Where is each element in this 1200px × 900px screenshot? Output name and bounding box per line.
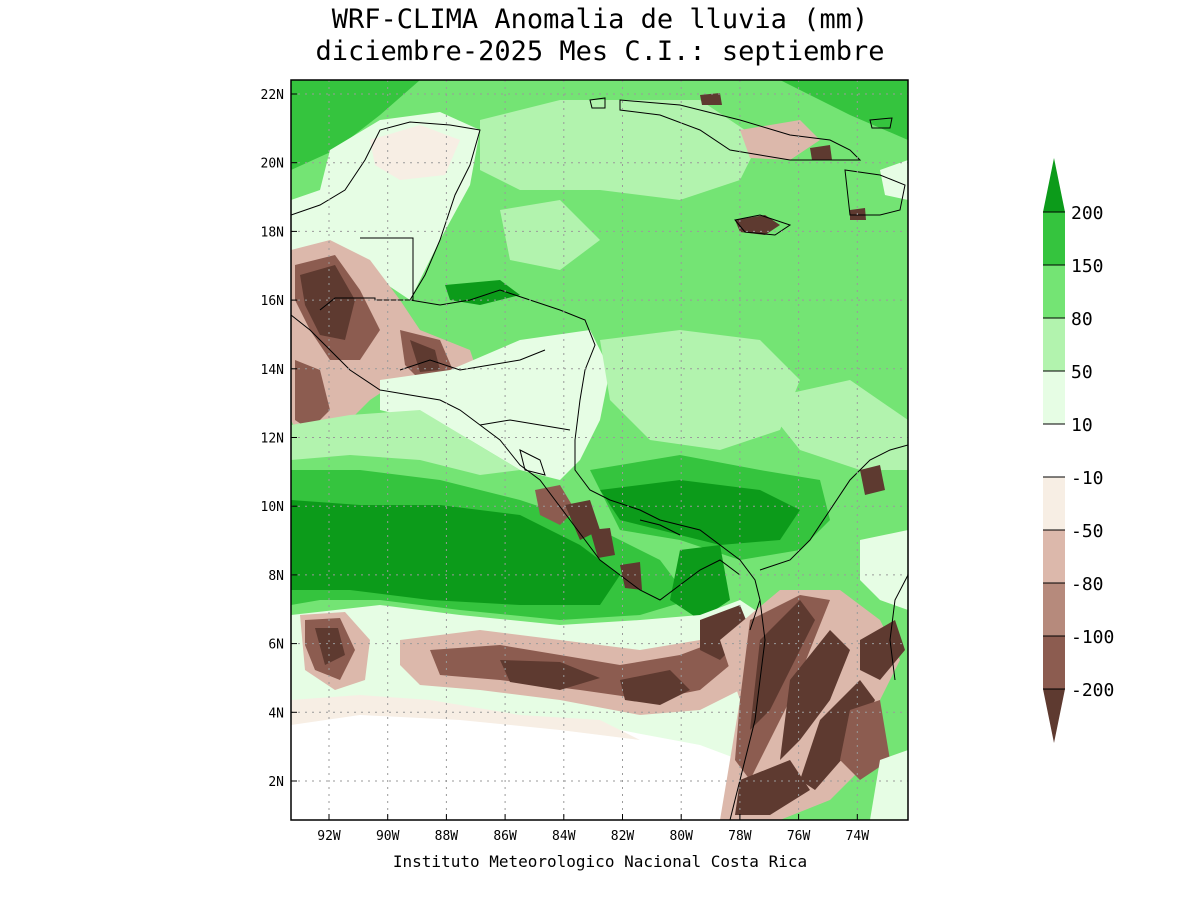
- latitude-axis: 22N 20N 18N 16N 14N 12N 10N 8N 6N 4N 2N: [261, 88, 297, 790]
- gridlines: [291, 80, 908, 820]
- lon-tick-label: 90W: [376, 829, 400, 844]
- lon-tick-label: 86W: [493, 829, 517, 844]
- longitude-axis: 92W 90W 88W 86W 84W 82W 80W 78W 76W 74W: [317, 814, 869, 844]
- colorbar-label: -10: [1071, 468, 1104, 489]
- colorbar-label: 200: [1071, 203, 1104, 224]
- colorbar-label: 80: [1071, 309, 1093, 330]
- lon-tick-label: 80W: [669, 829, 693, 844]
- lat-tick-label: 16N: [261, 294, 284, 309]
- colorbar-label: 50: [1071, 362, 1093, 383]
- lon-tick-label: 92W: [317, 829, 341, 844]
- colorbar-label: -100: [1071, 627, 1114, 648]
- lat-tick-label: 14N: [261, 363, 284, 378]
- coastlines: [291, 97, 908, 820]
- map-frame: [290, 79, 909, 821]
- lon-tick-label: 76W: [787, 829, 811, 844]
- colorbar-label: -80: [1071, 574, 1104, 595]
- colorbar-segment: [1043, 636, 1065, 689]
- map-subtitle: diciembre-2025 Mes C.I.: septiembre: [315, 36, 885, 67]
- lon-tick-label: 82W: [611, 829, 635, 844]
- colorbar-segment: [1043, 530, 1065, 583]
- colorbar-segment: [1043, 265, 1065, 318]
- lat-tick-label: 8N: [268, 569, 284, 584]
- map-title: WRF-CLIMA Anomalia de lluvia (mm): [331, 4, 869, 35]
- lat-tick-label: 18N: [261, 225, 284, 240]
- lat-tick-label: 4N: [268, 706, 284, 721]
- colorbar-segment: [1043, 371, 1065, 424]
- lon-tick-label: 84W: [552, 829, 576, 844]
- colorbar-label: -200: [1071, 680, 1114, 701]
- lat-tick-label: 10N: [261, 500, 284, 515]
- colorbar-segment: [1043, 477, 1065, 530]
- colorbar-segment: [1043, 424, 1065, 477]
- lat-tick-label: 22N: [261, 88, 284, 103]
- credit-text: Instituto Meteorologico Nacional Costa R…: [392, 852, 808, 871]
- colorbar-label: 150: [1071, 256, 1104, 277]
- lat-tick-label: 6N: [268, 638, 284, 653]
- colorbar-segment: [1043, 583, 1065, 636]
- colorbar-top-arrow: [1043, 158, 1065, 212]
- colorbar-legend: 200 150 80 50 10 -10 -50 -80 -100 -200: [1043, 158, 1114, 743]
- lon-tick-label: 88W: [435, 829, 459, 844]
- lat-tick-label: 20N: [261, 157, 284, 172]
- lon-tick-label: 78W: [728, 829, 752, 844]
- colorbar-bottom-arrow: [1043, 689, 1065, 743]
- lon-tick-label: 74W: [846, 829, 870, 844]
- anomaly-field: [291, 80, 908, 820]
- colorbar-label: -50: [1071, 521, 1104, 542]
- colorbar-label: 10: [1071, 415, 1093, 436]
- lat-tick-label: 12N: [261, 432, 284, 447]
- colorbar-segment: [1043, 212, 1065, 265]
- colorbar-segment: [1043, 318, 1065, 371]
- lat-tick-label: 2N: [268, 775, 284, 790]
